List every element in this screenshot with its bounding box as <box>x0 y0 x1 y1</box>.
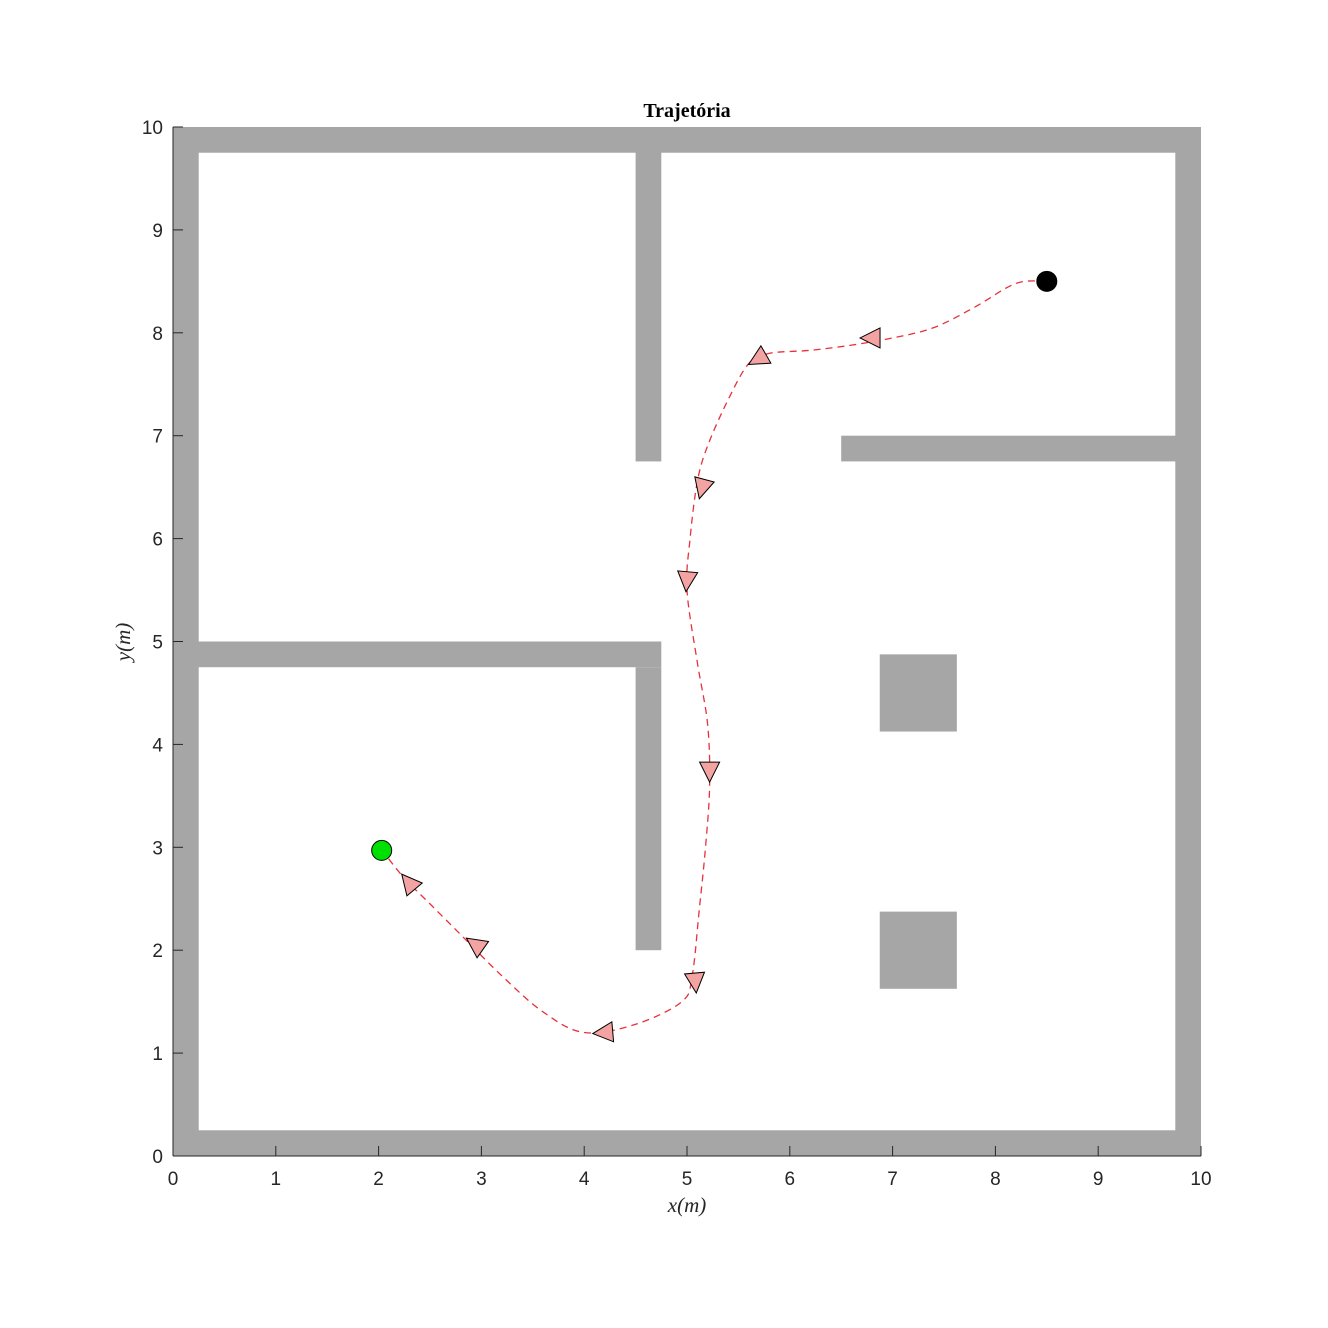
x-tick-label: 2 <box>373 1169 384 1190</box>
x-tick-label: 8 <box>990 1169 1001 1190</box>
y-tick-label: 3 <box>152 838 163 859</box>
x-tick-label: 10 <box>1190 1169 1211 1190</box>
obstacle-block-lower <box>879 911 957 989</box>
x-tick-label: 6 <box>785 1169 796 1190</box>
direction-marker <box>747 344 772 366</box>
direction-marker <box>858 327 881 349</box>
obstacle-wall-middle-horizontal <box>173 641 662 668</box>
y-tick-label: 6 <box>152 530 163 551</box>
obstacle-wall-right-shelf <box>841 435 1201 462</box>
trajectory-line <box>383 280 1047 1034</box>
obstacle-wall-lower-divider <box>635 667 662 951</box>
y-tick-label: 1 <box>152 1044 163 1065</box>
endpoint-layer <box>371 270 1058 861</box>
direction-marker <box>676 570 699 593</box>
x-tick-label: 4 <box>579 1169 590 1190</box>
y-tick-label: 8 <box>152 324 163 345</box>
y-tick-label: 2 <box>152 941 163 962</box>
direction-marker <box>698 761 721 784</box>
direction-marker <box>694 476 716 500</box>
x-tick-label: 5 <box>682 1169 693 1190</box>
y-tick-label: 5 <box>152 633 163 654</box>
obstacle-wall-top <box>173 127 1201 153</box>
x-tick-label: 0 <box>168 1169 179 1190</box>
y-tick-label: 0 <box>152 1147 163 1168</box>
start-point <box>1036 270 1058 292</box>
y-tick-label: 9 <box>152 221 163 242</box>
direction-marker <box>591 1021 615 1043</box>
y-tick-label: 4 <box>152 735 163 756</box>
trajectory-layer <box>383 280 1047 1034</box>
axes: 0 1 2 3 4 5 6 7 8 9 10 0 1 2 3 4 5 6 7 8 9 10 <box>142 118 1212 1190</box>
x-tick-label: 7 <box>887 1169 898 1190</box>
obstacle-wall-upper-divider <box>635 127 662 462</box>
obstacle-wall-right <box>1175 127 1201 1156</box>
direction-marker <box>465 937 490 959</box>
x-tick-label: 9 <box>1093 1169 1104 1190</box>
y-tick-label: 7 <box>152 427 163 448</box>
direction-marker <box>683 971 706 995</box>
y-tick-label: 10 <box>142 118 163 139</box>
direction-marker-layer <box>401 327 881 1043</box>
x-tick-label: 3 <box>476 1169 487 1190</box>
x-axis-label: x(m) <box>667 1193 706 1217</box>
x-tick-label: 1 <box>271 1169 282 1190</box>
end-point <box>371 839 393 861</box>
direction-marker <box>401 873 424 897</box>
obstacle-layer <box>173 127 1201 1156</box>
chart-title: Trajetória <box>643 100 730 122</box>
y-axis-label: y(m) <box>111 623 135 663</box>
obstacle-block-upper <box>879 654 957 732</box>
